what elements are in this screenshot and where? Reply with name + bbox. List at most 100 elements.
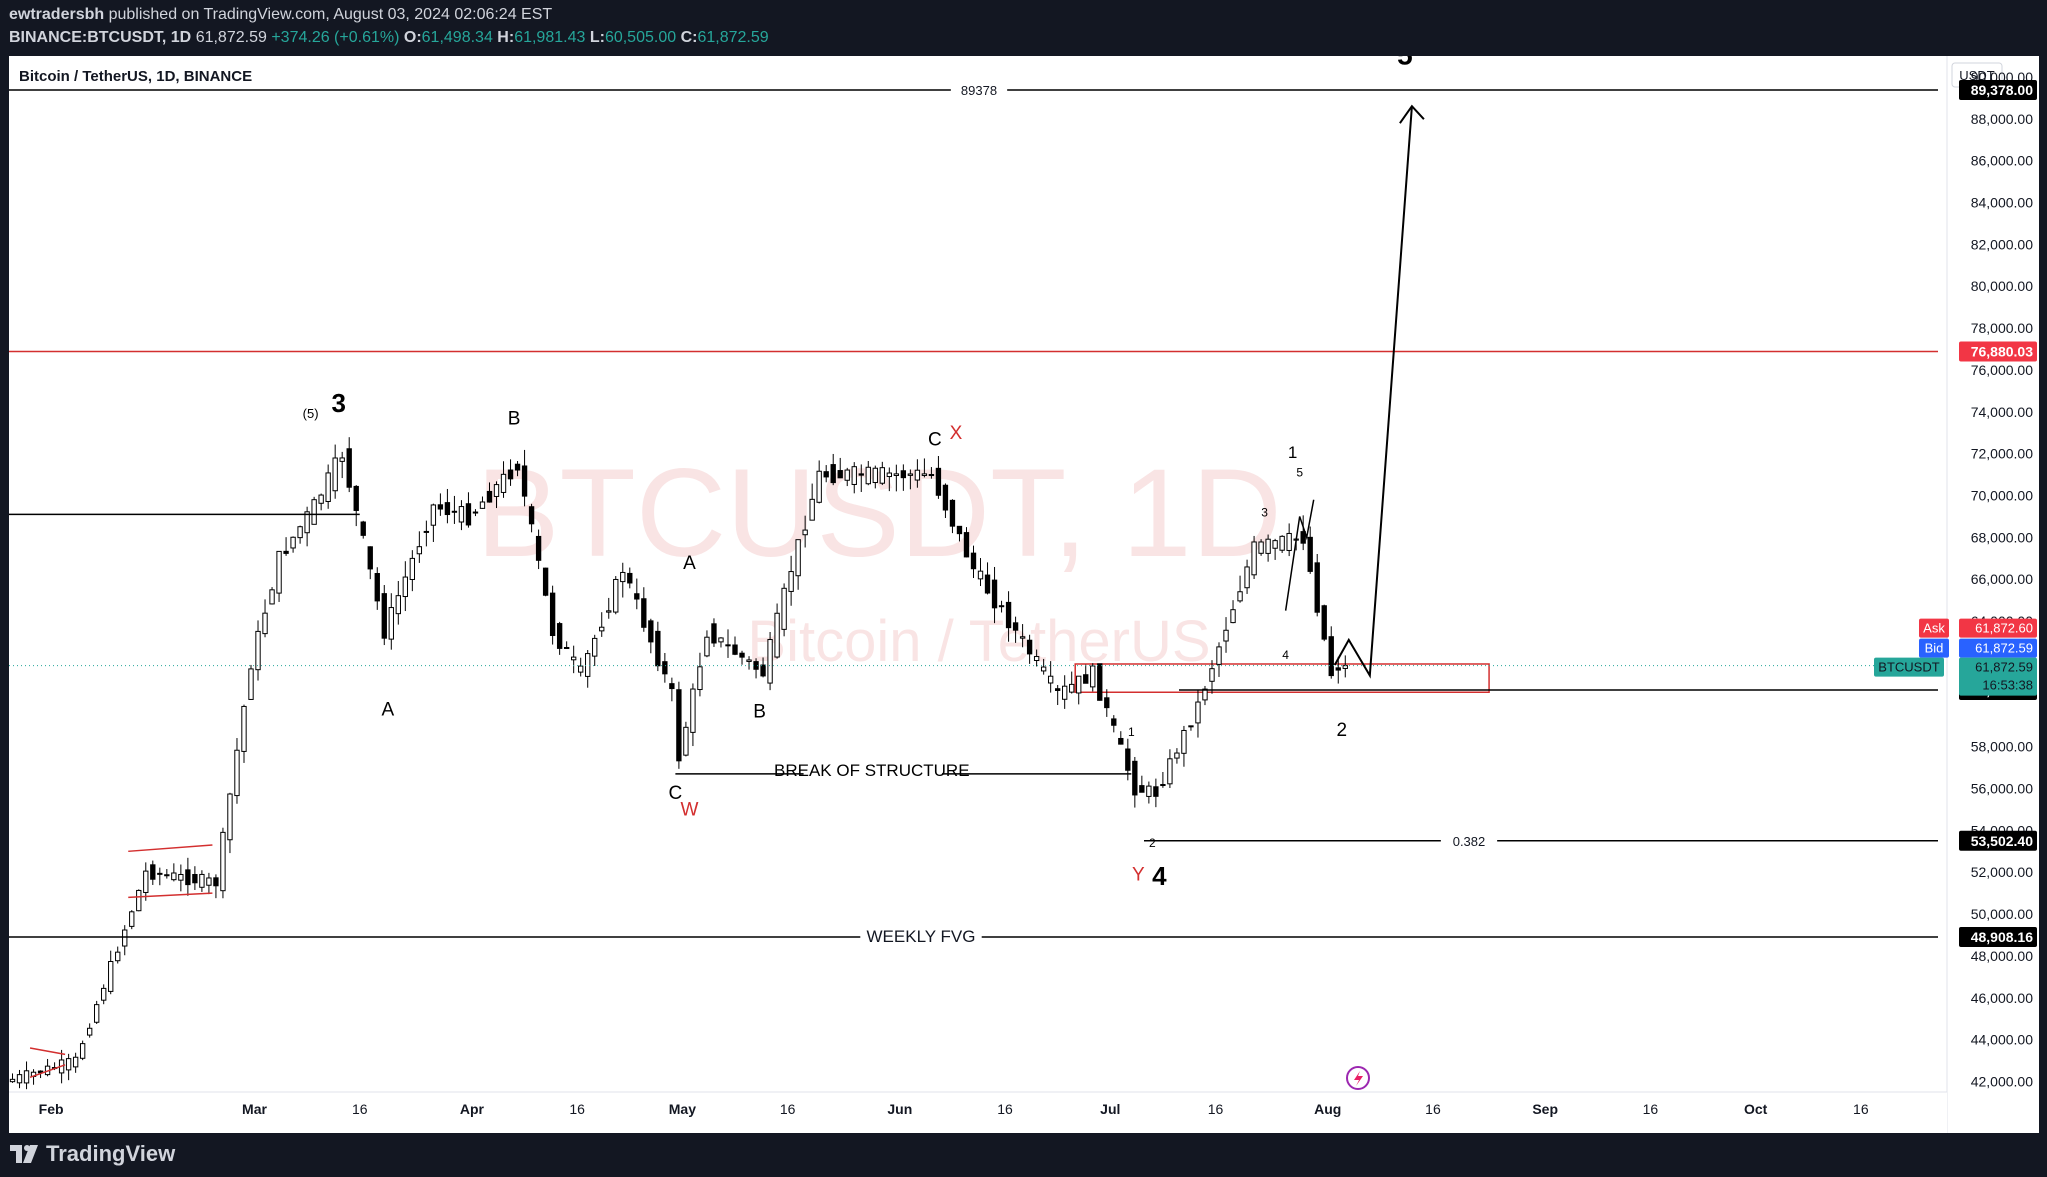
candle-body <box>164 874 170 877</box>
time-tick-label: 16 <box>780 1101 796 1117</box>
author-name[interactable]: ewtradersbh <box>9 6 105 23</box>
candle <box>592 634 598 666</box>
time-tick-label: 16 <box>569 1101 585 1117</box>
candle <box>1181 725 1187 767</box>
wave-label: B <box>508 408 521 429</box>
candle <box>774 603 780 659</box>
candle <box>578 657 584 677</box>
candle-body <box>192 874 198 884</box>
price-tick-label: 68,000.00 <box>1971 529 2033 545</box>
candle-body <box>521 465 528 497</box>
candle-body <box>1033 656 1040 661</box>
candle <box>683 721 689 757</box>
candle <box>1012 616 1019 643</box>
tradingview-logo[interactable]: TradingView <box>10 1141 175 1167</box>
currency-label: USDT <box>1959 68 1994 83</box>
candle <box>16 1069 23 1089</box>
candle <box>311 496 317 525</box>
candle-body <box>725 644 731 647</box>
candle <box>1272 538 1278 560</box>
candle-body <box>318 494 324 504</box>
candle <box>1202 685 1208 706</box>
candle-body <box>620 571 626 583</box>
candle-body <box>1125 748 1131 771</box>
candle <box>388 593 394 650</box>
candle <box>416 531 423 563</box>
candle-body <box>458 506 465 523</box>
lightning-icon[interactable] <box>1346 1066 1370 1090</box>
time-tick-label: 16 <box>1425 1101 1441 1117</box>
candle-body <box>1055 688 1061 691</box>
impulse-path <box>1284 499 1315 611</box>
candle <box>402 561 408 612</box>
candle <box>1160 771 1166 788</box>
candle <box>718 637 724 648</box>
candle-body <box>760 664 766 677</box>
candle-body <box>774 612 780 658</box>
candle <box>795 539 801 590</box>
candle <box>304 506 310 547</box>
candle-body <box>942 484 949 511</box>
time-tick-label: Feb <box>39 1101 64 1117</box>
candle <box>290 536 296 553</box>
candle-body <box>886 472 892 478</box>
candle <box>486 482 493 503</box>
candle <box>858 464 864 492</box>
level-label: WEEKLY FVG <box>867 927 976 946</box>
time-tick-label: Jul <box>1100 1101 1120 1117</box>
candle <box>1300 515 1306 551</box>
candle <box>1335 656 1341 684</box>
candle-body <box>297 526 303 539</box>
candle-body <box>711 623 717 644</box>
level-line: 89378 <box>9 83 1938 98</box>
candle <box>641 587 647 632</box>
candle <box>956 525 963 542</box>
candle <box>844 467 850 487</box>
time-tick-label: Apr <box>460 1101 485 1117</box>
candle <box>1055 685 1061 706</box>
candle-body <box>1076 675 1082 694</box>
candle-body <box>1062 685 1068 700</box>
candle-body <box>676 689 682 762</box>
candle-body <box>1097 663 1103 701</box>
candle <box>585 649 591 688</box>
candle <box>760 657 766 678</box>
candle-body <box>269 589 275 605</box>
candle <box>423 520 430 547</box>
watermark: BTCUSDT, 1D Bitcoin / TetherUS <box>476 444 1282 674</box>
candle-body <box>606 610 612 613</box>
wave-arrow-head <box>1399 104 1425 124</box>
level-label: 89378 <box>961 83 997 98</box>
candle-body <box>360 521 366 536</box>
price-chart[interactable]: BTCUSDT, 1D Bitcoin / TetherUS Bitcoin /… <box>9 56 2039 1133</box>
candle <box>963 527 970 558</box>
candle-body <box>86 1027 93 1036</box>
time-tick-label: Jun <box>887 1101 912 1117</box>
candle <box>136 889 142 912</box>
candle-body <box>858 473 864 476</box>
candle-body <box>227 793 233 841</box>
candle <box>907 469 914 490</box>
candle <box>746 656 752 670</box>
wave-label: 4 <box>1152 861 1167 891</box>
candle <box>1279 535 1285 553</box>
time-tick-label: 16 <box>1208 1101 1224 1117</box>
candle <box>893 464 900 492</box>
candle <box>634 578 640 610</box>
wave-label: X <box>950 423 963 444</box>
last-price-text: 61,872.59 <box>1975 660 2033 675</box>
candle <box>521 449 528 507</box>
candle <box>1040 658 1047 675</box>
wave-label: 3 <box>1261 505 1268 519</box>
candle <box>739 650 745 665</box>
candle <box>269 587 275 605</box>
candle-body <box>851 466 857 485</box>
candle <box>206 872 212 895</box>
candle-body <box>115 951 121 962</box>
candle <box>150 860 156 885</box>
candle-body <box>220 831 226 892</box>
candle <box>1076 675 1082 705</box>
candle-body <box>879 467 885 484</box>
tradingview-logo-icon <box>10 1145 38 1163</box>
candle-body <box>563 646 570 649</box>
